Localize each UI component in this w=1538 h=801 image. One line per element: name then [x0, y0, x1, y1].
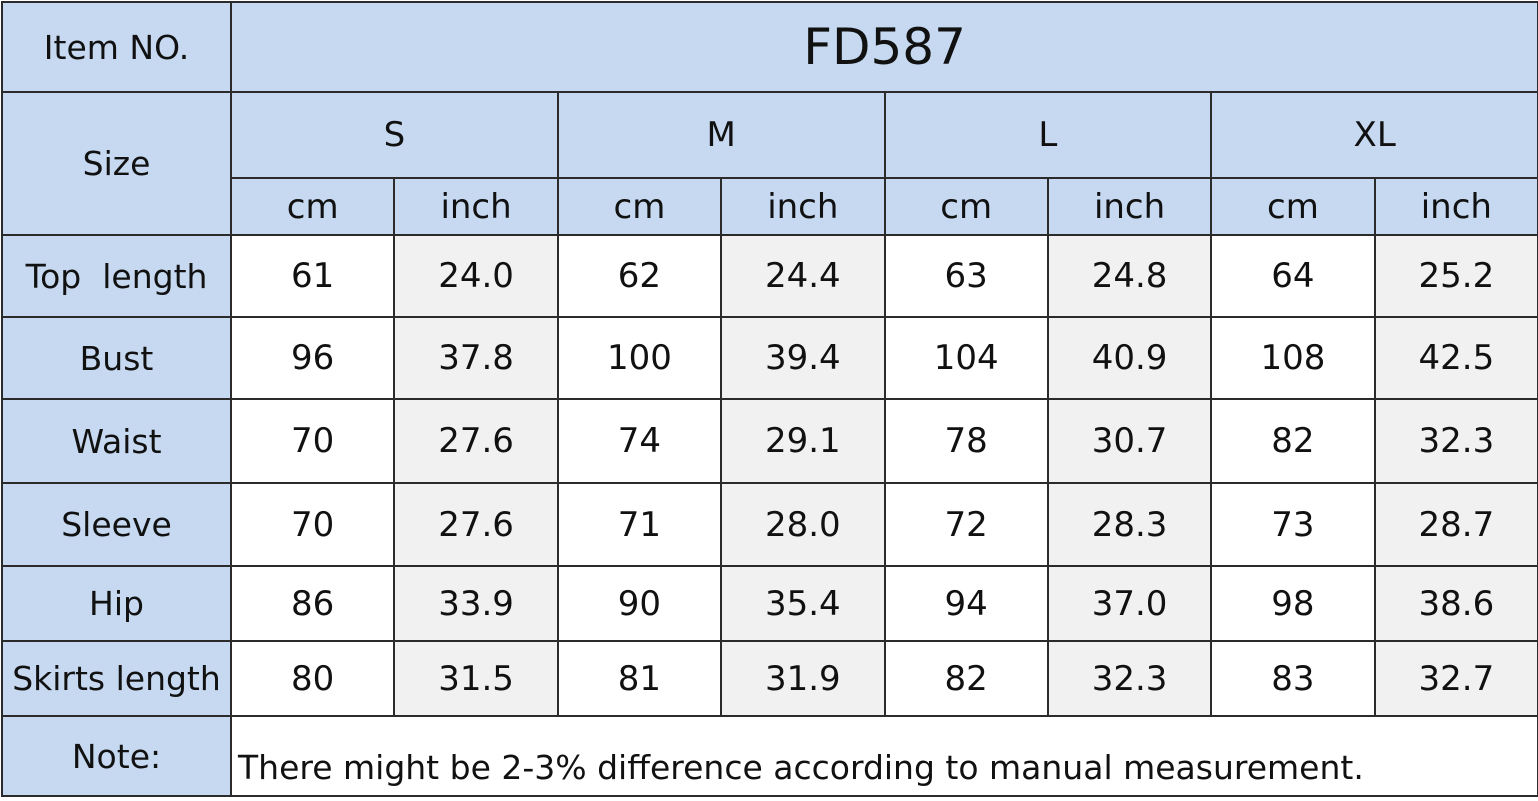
measurement: 98	[1210, 565, 1376, 642]
measurement: 78	[883, 398, 1049, 484]
size-header: L	[883, 91, 1213, 179]
table-row: cm inch cm inch cm inch cm inch	[2, 177, 1538, 236]
measurement: 28.7	[1373, 482, 1538, 567]
measurement: 70	[229, 398, 396, 484]
row-label: Top length	[1, 234, 232, 318]
measurement: 100	[556, 316, 723, 400]
measurement: 28.3	[1046, 482, 1213, 567]
table-row: Skirts length 80 31.5 81 31.9 82 32.3 83 32.7	[1, 640, 1538, 717]
measurement: 62	[556, 234, 723, 318]
size-header: XL	[1210, 91, 1538, 179]
measurement: 63	[883, 234, 1049, 318]
measurement: 82	[1210, 398, 1376, 484]
measurement: 30.7	[1046, 398, 1213, 484]
size-label: Size	[1, 91, 232, 236]
measurement: 74	[556, 398, 723, 484]
measurement: 104	[883, 316, 1049, 400]
measurement: 39.4	[720, 316, 886, 400]
measurement: 32.7	[1373, 640, 1538, 717]
measurement: 32.3	[1373, 398, 1538, 484]
measurement: 71	[556, 482, 723, 567]
measurement: 64	[1210, 234, 1376, 318]
unit-header: cm	[883, 177, 1049, 236]
measurement: 32.3	[1046, 640, 1213, 717]
measurement: 38.6	[1373, 565, 1538, 642]
unit-header: inch	[720, 177, 886, 236]
row-label: Waist	[1, 398, 232, 484]
unit-header: cm	[556, 177, 723, 236]
item-label: Item NO.	[1, 1, 232, 93]
table-row: Sleeve 70 27.6 71 28.0 72 28.3 73 28.7	[1, 482, 1538, 567]
unit-header: cm	[229, 177, 396, 236]
measurement: 96	[229, 316, 396, 400]
measurement: 108	[1210, 316, 1376, 400]
measurement: 80	[229, 640, 396, 717]
measurement: 81	[556, 640, 723, 717]
measurement: 37.8	[393, 316, 559, 400]
unit-header: inch	[393, 177, 559, 236]
size-header: M	[556, 91, 886, 179]
measurement: 42.5	[1373, 316, 1538, 400]
measurement: 90	[556, 565, 723, 642]
measurement: 27.6	[393, 482, 559, 567]
measurement: 25.2	[1373, 234, 1538, 318]
item-value: FD587	[229, 1, 1538, 93]
measurement: 35.4	[720, 565, 886, 642]
table-row: Waist 70 27.6 74 29.1 78 30.7 82 32.3	[1, 398, 1538, 484]
measurement: 72	[883, 482, 1049, 567]
table-row: Top length 61 24.0 62 24.4 63 24.8 64 25.2	[1, 234, 1538, 318]
measurement: 31.9	[720, 640, 886, 717]
measurement: 24.0	[393, 234, 559, 318]
table-row: Bust 96 37.8 100 39.4 104 40.9 108 42.5	[1, 316, 1538, 400]
size-header: S	[230, 91, 559, 179]
table-row: Hip 86 33.9 90 35.4 94 37.0 98 38.6	[1, 565, 1538, 642]
measurement: 83	[1210, 640, 1376, 717]
note-label: Note:	[1, 715, 232, 797]
measurement: 73	[1210, 482, 1376, 567]
measurement: 29.1	[720, 398, 886, 484]
measurement: 24.4	[720, 234, 886, 318]
measurement: 33.9	[393, 565, 559, 642]
row-label: Skirts length	[1, 640, 232, 717]
measurement: 61	[229, 234, 396, 318]
row-label: Sleeve	[1, 482, 232, 567]
measurement: 28.0	[720, 482, 886, 567]
row-label: Hip	[1, 565, 232, 642]
measurement: 37.0	[1046, 565, 1213, 642]
unit-header: inch	[1046, 177, 1213, 236]
measurement: 27.6	[393, 398, 559, 484]
measurement: 70	[229, 482, 396, 567]
table-row: Item NO. FD587	[1, 1, 1538, 93]
measurement: 40.9	[1046, 316, 1213, 400]
measurement: 24.8	[1046, 234, 1213, 318]
unit-header: cm	[1210, 177, 1376, 236]
measurement: 86	[229, 565, 396, 642]
measurement: 94	[883, 565, 1049, 642]
table-row: Size S M L XL	[1, 91, 1538, 236]
measurement: 31.5	[393, 640, 559, 717]
table-row: Note: There might be 2-3% difference acco…	[1, 715, 1538, 797]
unit-header: inch	[1373, 177, 1538, 236]
measurement: 82	[883, 640, 1049, 717]
note-text: There might be 2-3% difference according…	[229, 715, 1538, 797]
row-label: Bust	[1, 316, 232, 400]
